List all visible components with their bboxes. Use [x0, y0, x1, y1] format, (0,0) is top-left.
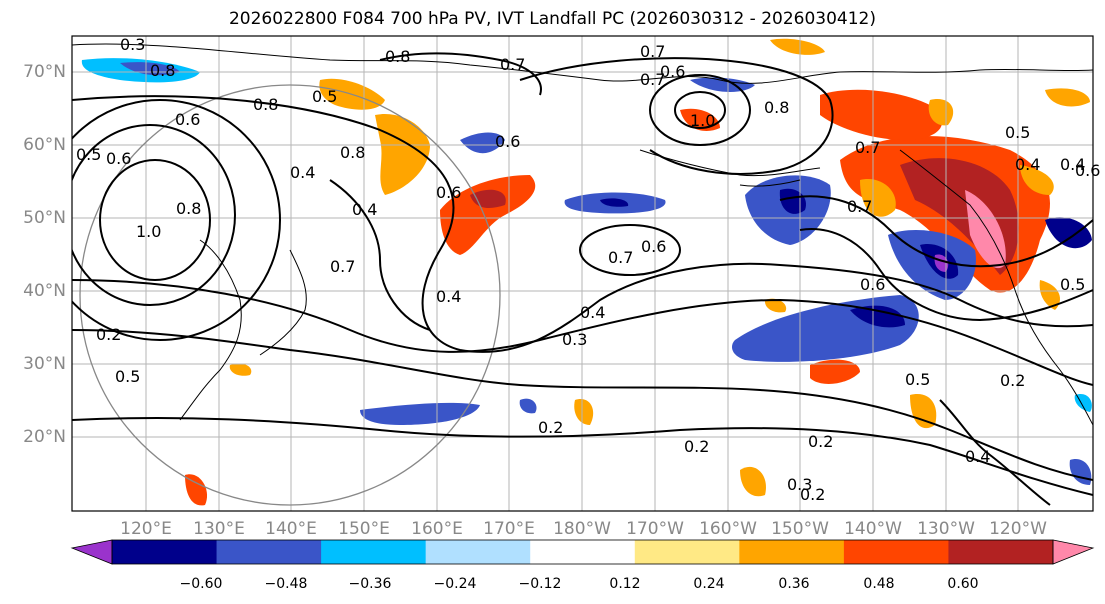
pv-contours: [72, 52, 1093, 506]
contour-label: 0.3: [787, 475, 812, 494]
shaded-anomaly-regions: [81, 38, 1092, 506]
lon-label: 120°W: [989, 519, 1047, 539]
contour-label: 0.2: [684, 437, 709, 456]
contour-label: 0.8: [253, 95, 278, 114]
contour-label: 0.4: [1060, 155, 1085, 174]
contour-label: 0.7: [640, 42, 665, 61]
colorbar-tick-label: −0.48: [264, 576, 308, 592]
contour-label: 0.7: [855, 138, 880, 157]
lon-label: 120°E: [120, 519, 172, 539]
colorbar-cell: [739, 540, 845, 564]
lon-label: 160°W: [699, 519, 757, 539]
colorbar-tick-label: −0.36: [348, 576, 392, 592]
colorbar-cell: [216, 540, 322, 564]
contour-label: 0.5: [312, 87, 337, 106]
lon-label: 130°E: [193, 519, 245, 539]
contour-label: 0.8: [150, 61, 175, 80]
contour-label: 0.6: [641, 237, 666, 256]
contour-label: 0.7: [500, 55, 525, 74]
colorbar-cell: [425, 540, 531, 564]
contour-label: 0.5: [115, 367, 140, 386]
lat-label: 50°N: [23, 208, 66, 228]
contour-label: 0.6: [436, 183, 461, 202]
contour-label: 0.7: [847, 197, 872, 216]
contour-label: 0.4: [1015, 155, 1040, 174]
contour-labels: 0.3 0.8 0.8 0.8 0.5 0.6 0.8 0.4 0.6 0.5 …: [76, 35, 1100, 504]
lon-label: 180°W: [553, 519, 611, 539]
contour-label: 0.4: [290, 163, 315, 182]
contour-label: 1.0: [136, 222, 161, 241]
map-border: [71, 35, 1094, 512]
contour-label: 0.3: [562, 330, 587, 349]
contour-label: 0.2: [808, 432, 833, 451]
colorbar-tick-label: −0.12: [518, 576, 562, 592]
contour-label: 0.8: [176, 199, 201, 218]
contour-label: 1.0: [690, 111, 715, 130]
lat-label: 20°N: [23, 427, 66, 447]
contour-label: 0.5: [76, 145, 101, 164]
contour-label: 0.2: [96, 325, 121, 344]
contour-label: 0.2: [538, 418, 563, 437]
lon-label: 170°E: [483, 519, 535, 539]
contour-label: 0.4: [436, 287, 461, 306]
contour-label: 0.3: [120, 35, 145, 54]
colorbar-tick-label: −0.24: [433, 576, 477, 592]
colorbar-tick-label: 0.60: [947, 576, 979, 592]
contour-label: 0.5: [1005, 123, 1030, 142]
contour-label: 0.8: [385, 47, 410, 66]
lon-label: 150°W: [771, 519, 829, 539]
lon-label: 160°E: [411, 519, 463, 539]
lat-label: 70°N: [23, 62, 66, 82]
contour-label: 0.4: [965, 447, 990, 466]
contour-label: 0.4: [352, 200, 377, 219]
colorbar-tick-label: 0.24: [693, 576, 725, 592]
lon-label: 130°W: [917, 519, 975, 539]
contour-label: 0.5: [1060, 275, 1085, 294]
contour-label: 0.6: [106, 149, 131, 168]
colorbar-tick-label: 0.12: [609, 576, 641, 592]
lat-label: 60°N: [23, 135, 66, 155]
contour-label: 0.5: [905, 370, 930, 389]
colorbar-cell: [112, 540, 218, 564]
colorbar-tick-label: −0.60: [179, 576, 223, 592]
colorbar-tick-label: 0.48: [863, 576, 895, 592]
colorbar: [70, 539, 1095, 565]
lon-label: 140°W: [844, 519, 902, 539]
colorbar-max-extension: [1052, 539, 1095, 565]
colorbar-cell: [321, 540, 427, 564]
colorbar-tick-label: 0.36: [778, 576, 810, 592]
colorbar-cell: [530, 540, 636, 564]
lon-label: 170°W: [626, 519, 684, 539]
contour-label: 0.6: [860, 275, 885, 294]
lat-label: 40°N: [23, 281, 66, 301]
colorbar-frame: [111, 539, 1054, 565]
map-title: 2026022800 F084 700 hPa PV, IVT Landfall…: [228, 9, 876, 29]
colorbar-cell: [948, 540, 1054, 564]
lon-label: 140°E: [265, 519, 317, 539]
contour-label: 0.4: [580, 303, 605, 322]
contour-label: 0.8: [764, 98, 789, 117]
contour-label: 0.2: [800, 485, 825, 504]
contour-label: 0.6: [495, 132, 520, 151]
colorbar-cell: [634, 540, 740, 564]
contour-label: 0.2: [1000, 371, 1025, 390]
contour-label: 0.7: [640, 70, 665, 89]
lat-label: 30°N: [23, 354, 66, 374]
reference-circle: [79, 84, 501, 506]
contour-label: 0.7: [330, 257, 355, 276]
contour-label: 0.6: [1075, 161, 1100, 180]
colorbar-cell: [843, 540, 949, 564]
colorbar-min-extension: [70, 539, 113, 565]
contour-label: 0.6: [660, 62, 685, 81]
contour-label: 0.6: [175, 110, 200, 129]
lon-label: 150°E: [338, 519, 390, 539]
contour-label: 0.8: [340, 143, 365, 162]
contour-label: 0.7: [608, 248, 633, 267]
